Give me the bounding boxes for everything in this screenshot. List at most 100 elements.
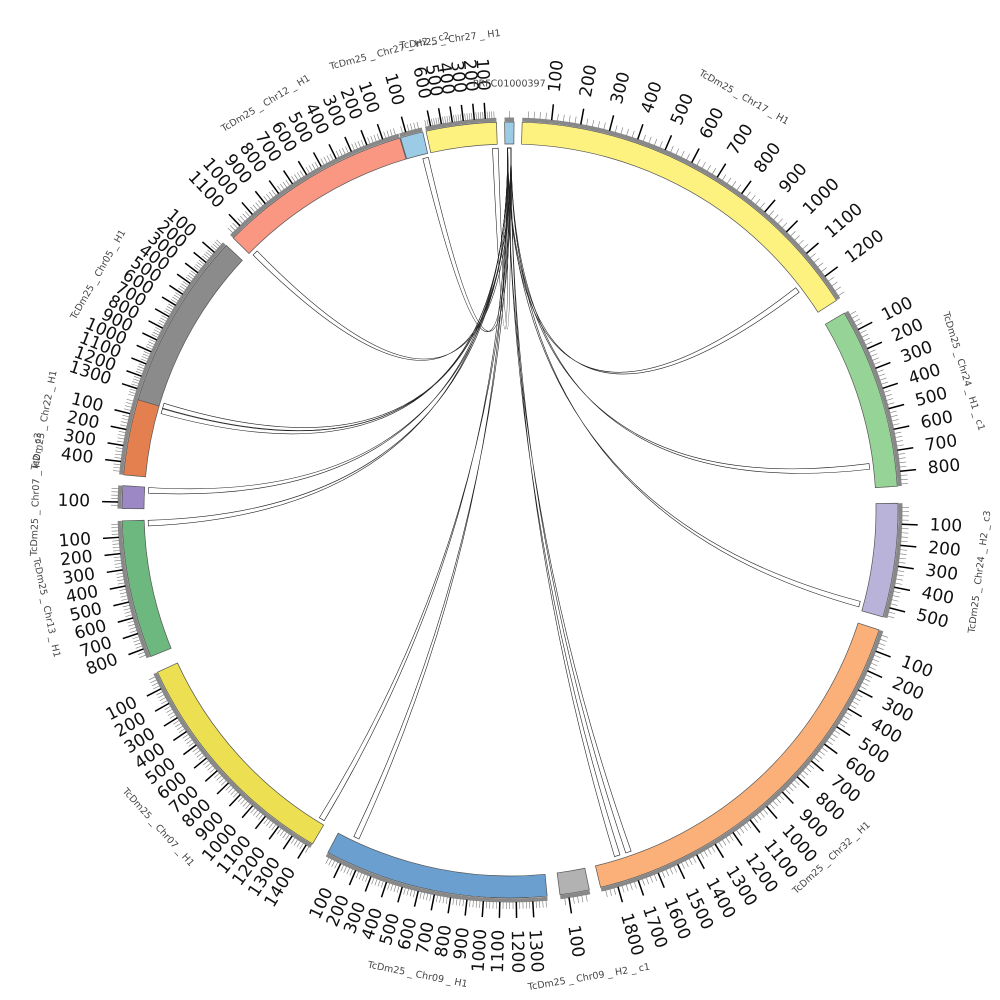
- minor-tick: [439, 895, 442, 903]
- minor-tick: [173, 294, 181, 299]
- minor-tick: [620, 127, 624, 135]
- minor-tick: [413, 122, 416, 130]
- minor-tick: [237, 796, 243, 803]
- minor-tick: [673, 866, 678, 873]
- minor-tick: [279, 830, 285, 837]
- minor-tick: [798, 239, 804, 245]
- minor-tick: [889, 410, 897, 414]
- minor-tick: [160, 317, 167, 322]
- minor-tick: [202, 255, 208, 261]
- minor-tick: [785, 788, 791, 795]
- minor-tick: [881, 634, 889, 638]
- minor-tick: [139, 654, 146, 658]
- major-tick: [866, 341, 883, 350]
- tick-label: 700: [924, 431, 959, 456]
- major-tick: [413, 890, 419, 907]
- minor-tick: [577, 896, 579, 904]
- minor-tick: [865, 674, 873, 678]
- minor-tick: [148, 341, 155, 345]
- minor-tick: [220, 780, 227, 786]
- minor-tick: [285, 179, 290, 186]
- minor-tick: [116, 440, 124, 443]
- minor-tick: [816, 753, 823, 759]
- major-tick: [105, 458, 122, 463]
- minor-tick: [834, 729, 841, 735]
- minor-tick: [138, 363, 146, 367]
- major-tick: [254, 815, 266, 830]
- minor-tick: [210, 245, 217, 251]
- major-tick: [657, 872, 665, 889]
- tick-label: 200: [576, 63, 602, 99]
- minor-tick: [114, 563, 122, 565]
- minor-tick: [117, 582, 125, 585]
- minor-tick: [891, 599, 899, 602]
- major-tick: [580, 108, 585, 125]
- ideogram-chr12: [232, 137, 407, 254]
- tick-label: 300: [607, 70, 635, 106]
- segment-label-chr07h2: TcDm25 _ Chr07 _ H2 _ c3: [29, 432, 44, 557]
- minor-tick: [232, 792, 239, 798]
- minor-tick: [308, 165, 313, 172]
- minor-tick: [188, 272, 195, 278]
- minor-tick: [861, 682, 869, 686]
- minor-tick: [305, 846, 310, 853]
- minor-tick: [328, 859, 333, 866]
- major-tick: [781, 791, 794, 805]
- major-tick: [182, 744, 197, 756]
- tick-band-chr13: [117, 520, 151, 659]
- minor-tick: [258, 814, 264, 820]
- minor-tick: [475, 900, 478, 908]
- minor-tick: [118, 431, 126, 433]
- tick-label: 100: [471, 58, 493, 92]
- minor-tick: [446, 115, 449, 123]
- minor-tick: [736, 184, 742, 191]
- minor-tick: [821, 747, 828, 752]
- minor-tick: [136, 368, 144, 372]
- minor-tick: [426, 893, 429, 901]
- minor-tick: [900, 478, 908, 481]
- major-tick: [894, 586, 911, 592]
- minor-tick: [386, 130, 390, 138]
- minor-tick: [586, 118, 589, 126]
- minor-tick: [692, 856, 697, 864]
- major-tick: [449, 106, 454, 123]
- minor-tick: [435, 117, 438, 125]
- minor-tick: [271, 189, 277, 196]
- minor-tick: [572, 896, 575, 904]
- minor-tick: [293, 839, 298, 846]
- minor-tick: [164, 705, 171, 710]
- minor-tick: [279, 183, 285, 190]
- minor-tick: [158, 319, 166, 324]
- minor-tick: [900, 474, 908, 476]
- tick-label: 800: [432, 924, 457, 959]
- minor-tick: [291, 176, 296, 183]
- minor-tick: [168, 303, 175, 308]
- major-tick: [297, 844, 307, 859]
- minor-tick: [142, 353, 150, 357]
- minor-tick: [266, 820, 271, 827]
- minor-tick: [633, 881, 637, 889]
- minor-tick: [203, 760, 209, 766]
- minor-tick: [132, 636, 140, 640]
- minor-tick: [216, 239, 222, 245]
- minor-tick: [285, 833, 290, 841]
- minor-tick: [155, 327, 162, 331]
- minor-tick: [642, 878, 645, 886]
- major-tick: [107, 442, 124, 447]
- major-tick: [900, 468, 917, 473]
- tick-label: 200: [459, 59, 482, 93]
- major-tick: [297, 160, 308, 176]
- minor-tick: [669, 867, 674, 875]
- minor-tick: [157, 322, 165, 327]
- minor-tick: [791, 782, 797, 789]
- major-tick: [716, 163, 727, 178]
- minor-tick: [477, 112, 479, 120]
- minor-tick: [338, 149, 343, 156]
- minor-tick: [383, 131, 387, 139]
- tick-layer: 100 200 300 400 5006007008009001000110012001…: [57, 58, 962, 974]
- minor-tick: [831, 733, 838, 738]
- minor-tick: [393, 884, 397, 892]
- minor-tick: [250, 206, 256, 213]
- minor-tick: [156, 691, 163, 696]
- minor-tick: [373, 134, 377, 142]
